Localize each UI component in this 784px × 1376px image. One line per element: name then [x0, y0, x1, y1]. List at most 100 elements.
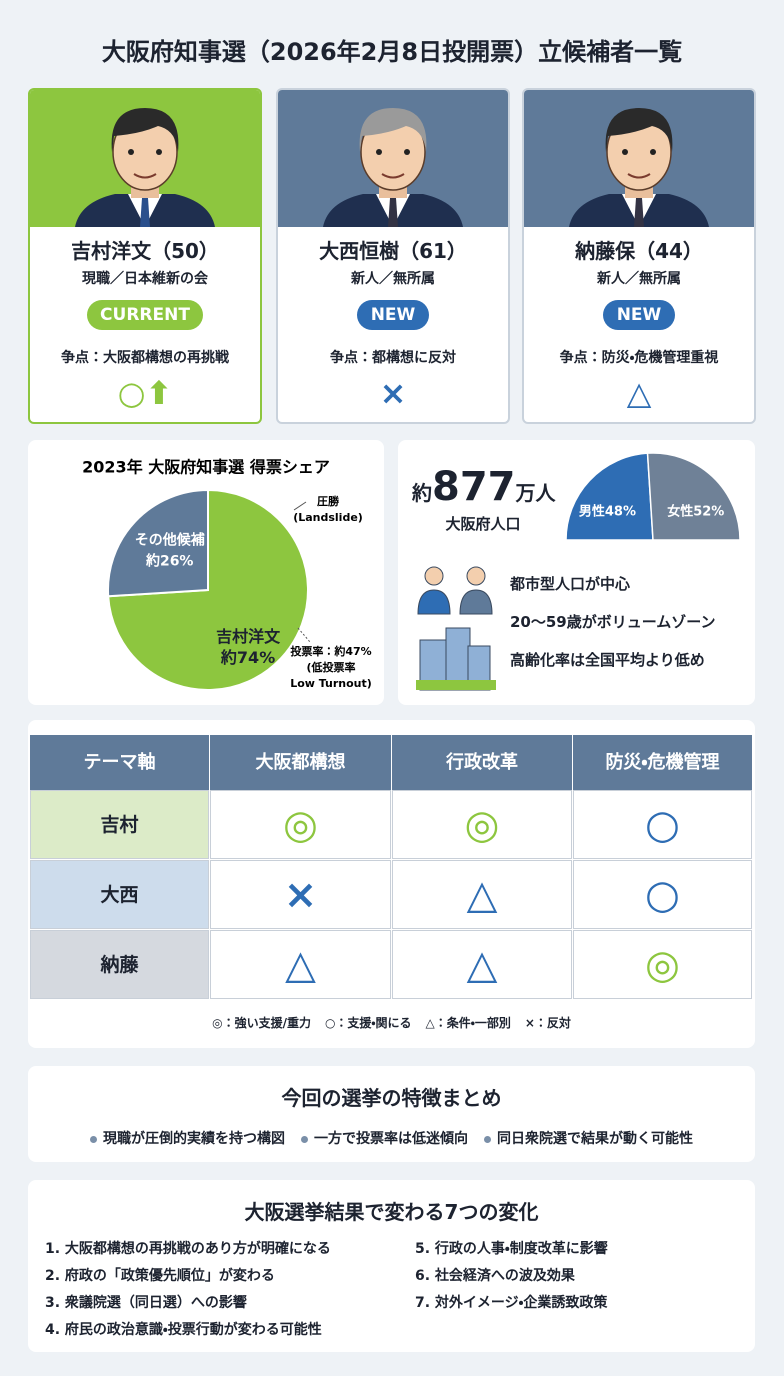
row-header: 納藤 [30, 930, 209, 999]
legend-item: ○：支援・関にる [324, 1016, 412, 1030]
slice-label: 吉村洋文 [216, 627, 281, 646]
summary-title: 今回の選挙の特徴まとめ [281, 1086, 502, 1110]
population-unit: 万人 [515, 481, 556, 505]
eye [622, 149, 628, 155]
summary-item: 同日衆院選で結果が動く可能性 [484, 1128, 693, 1148]
table-cell: △ [392, 930, 572, 999]
population-feature: 高齢化率は全国平均より低め [510, 651, 705, 669]
tie [634, 198, 644, 227]
eye [404, 149, 410, 155]
annotation: 圧勝 [317, 494, 340, 508]
candidate-card: 大西恒樹（61） 新人／無所属 NEW 争点：都構想に反対 × [276, 88, 510, 424]
legend: ◎：強い支援/重力 ○：支援・関にる △：条件・一部別 ×：反対 [28, 1014, 755, 1031]
population-prefix: 約 [412, 481, 432, 505]
population-chart: 男性48% 女性52% [416, 452, 741, 691]
mouth [627, 173, 651, 179]
eye [128, 149, 134, 155]
population-feature: 20〜59歳がボリュームゾーン [510, 613, 716, 631]
tie [140, 198, 150, 227]
person-icon [424, 566, 444, 586]
eye [376, 149, 382, 155]
rating-symbol: ○⬆ [117, 374, 173, 412]
table-panel: テーマ軸 大阪都構想 行政改革 防災・危機管理 吉村 ◎ ◎ ○ 大西 × △ ○ 納藤 △ △ ◎ ◎：強い支… [28, 720, 755, 1048]
status-badge: CURRENT [87, 300, 203, 330]
hair [359, 108, 427, 152]
row-header: 大西 [30, 860, 209, 929]
table-cell: ◎ [392, 790, 572, 859]
tree-icon [416, 680, 496, 690]
portrait [323, 108, 463, 227]
annotation-leader [293, 501, 307, 511]
summary-item: 現職が圧倒的実績を持つ構図 [90, 1128, 285, 1148]
change-item: 3. 衆議院選（同日選）への影響 [45, 1295, 247, 1311]
annotation: Low Turnout) [290, 677, 372, 690]
legend-item: △：条件・一部別 [425, 1016, 511, 1030]
candidate-affiliation: 現職／日本維新の会 [82, 271, 208, 287]
annotation: 投票率：約47% [290, 644, 371, 658]
pie-panel: 2023年 大阪府知事選 得票シェア吉村洋文約74% その他候補約26% 圧勝 (La… [28, 440, 384, 705]
photo-area [30, 90, 260, 227]
issue: 争点：都構想に反対 [330, 350, 456, 366]
chart-title: 2023年 大阪府知事選 得票シェア [82, 458, 330, 477]
table-cell: △ [392, 860, 572, 929]
tie [388, 198, 398, 227]
table-header: 行政改革 [392, 735, 572, 790]
candidate-name: 吉村洋文（50） [71, 239, 219, 263]
population-number: 877 [432, 464, 516, 510]
slice-label: 女性52% [667, 504, 724, 520]
legend-item: ×：反対 [524, 1016, 571, 1030]
change-item: 4. 府民の政治意識・投票行動が変わる可能性 [45, 1322, 322, 1338]
person-icon [466, 566, 486, 586]
change-item: 1. 大阪都構想の再挑戦のあり方が明確になる [45, 1241, 331, 1257]
candidate-affiliation: 新人／無所属 [597, 271, 681, 287]
change-item: 6. 社会経済への波及効果 [415, 1268, 575, 1284]
mouth [381, 173, 405, 179]
portrait [569, 108, 709, 227]
summary-text: 現職が圧倒的実績を持つ構図 [103, 1131, 285, 1147]
candidate-card: 納藤保（44） 新人／無所属 NEW 争点：防災・危機管理重視 △ [522, 88, 756, 424]
table-header: 防災・危機管理 [573, 735, 752, 790]
eye [650, 149, 656, 155]
population-feature: 都市型人口が中心 [510, 575, 631, 593]
table-cell: × [210, 860, 391, 929]
change-item: 5. 行政の人事・制度改革に影響 [415, 1241, 608, 1257]
candidate-affiliation: 新人／無所属 [351, 271, 435, 287]
annotation: (低投票率 [306, 660, 355, 674]
table-header: 大阪都構想 [210, 735, 391, 790]
slice-label: その他候補 [135, 531, 205, 548]
table-cell: △ [210, 930, 391, 999]
pie-slice [107, 488, 209, 598]
table-cell: ○ [573, 860, 752, 929]
issue: 争点：大阪都構想の再挑戦 [61, 350, 229, 366]
summary-text: 一方で投票率は低迷傾向 [314, 1131, 468, 1147]
slice-value: 約26% [145, 552, 194, 569]
bullet [301, 1135, 308, 1143]
table-cell: ◎ [210, 790, 391, 859]
change-item: 7. 対外イメージ・企業誘致政策 [415, 1295, 608, 1311]
changes-title: 大阪選挙結果で変わる7つの変化 [244, 1200, 539, 1224]
hair [111, 108, 179, 152]
population-label: 大阪府人口 [445, 515, 521, 533]
bullet [484, 1135, 491, 1143]
summary-text: 同日衆院選で結果が動く可能性 [497, 1131, 693, 1147]
changes-panel: 大阪選挙結果で変わる7つの変化 1. 大阪都構想の再挑戦のあり方が明確になる 2. … [28, 1180, 755, 1352]
status-badge: NEW [603, 300, 675, 330]
status-badge: NEW [357, 300, 429, 330]
summary-item: 一方で投票率は低迷傾向 [301, 1128, 468, 1148]
annotation: (Landslide) [293, 511, 363, 524]
slice-value: 約74% [220, 648, 275, 667]
eye [156, 149, 162, 155]
legend-item: ◎：強い支援/重力 [212, 1016, 311, 1030]
summary-items: 現職が圧倒的実績を持つ構図 一方で投票率は低迷傾向 同日衆院選で結果が動く可能性 [28, 1128, 755, 1148]
rating-symbol: △ [626, 374, 652, 412]
table-cell: ◎ [573, 930, 752, 999]
candidate-card: 吉村洋文（50） 現職／日本維新の会 CURRENT 争点：大阪都構想の再挑戦 ○⬆ [28, 88, 262, 424]
table-header: テーマ軸 [30, 735, 209, 790]
person-icon [459, 589, 493, 615]
building-icon [445, 627, 471, 691]
page-title: 大阪府知事選（2026年2月8日投開票）立候補者一覧 [101, 38, 683, 66]
rating-symbol: × [379, 374, 407, 412]
annotation-leader [297, 627, 311, 643]
